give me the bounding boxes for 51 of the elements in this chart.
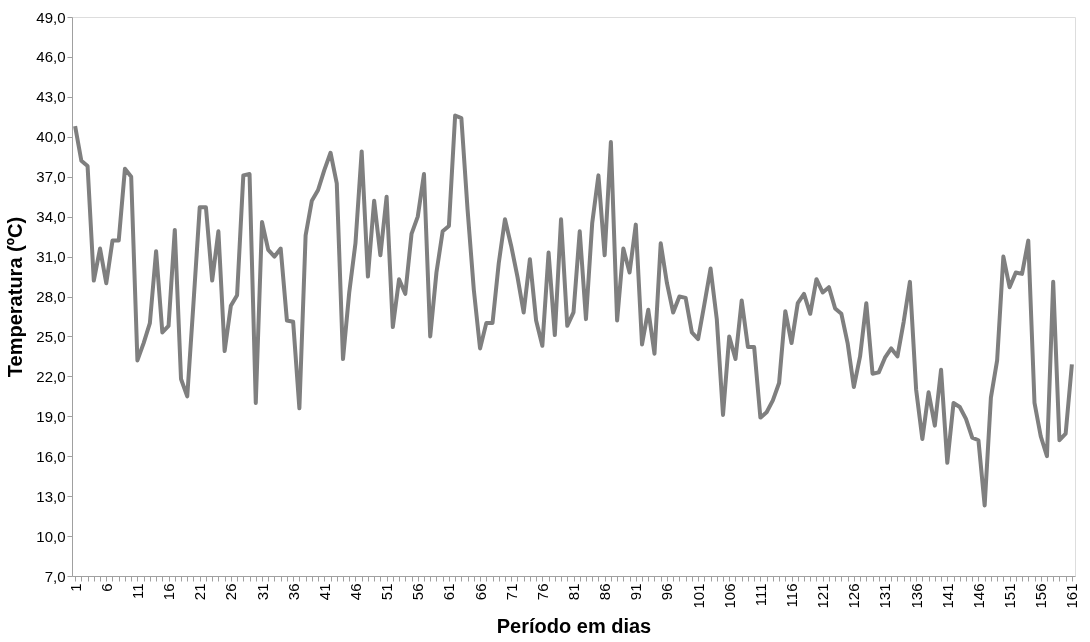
- y-tick-label: 37,0: [36, 168, 66, 186]
- x-tick-label: 76: [533, 583, 551, 601]
- x-tick-label: 161: [1063, 583, 1081, 609]
- y-tick-label: 28,0: [36, 288, 66, 305]
- y-tick-label: 25,0: [36, 327, 66, 345]
- x-tick-label: 1: [66, 583, 84, 592]
- x-tick-label: 121: [814, 583, 832, 609]
- y-tick-label: 40,0: [36, 128, 66, 146]
- x-tick-label: 151: [1001, 583, 1019, 609]
- x-tick-label: 51: [378, 583, 396, 601]
- x-tick-label: 71: [502, 583, 520, 601]
- x-tick-label: 131: [876, 583, 894, 609]
- x-tick-label: 36: [284, 583, 302, 601]
- x-tick-label: 106: [720, 583, 738, 609]
- x-tick-label: 11: [128, 583, 146, 600]
- x-tick-label: 116: [783, 583, 801, 608]
- x-tick-label: 31: [253, 583, 271, 601]
- y-tick-label: 19,0: [36, 407, 66, 425]
- y-tick-label: 49,0: [36, 8, 66, 26]
- x-tick-label: 61: [440, 583, 458, 601]
- x-tick-label: 101: [689, 583, 707, 609]
- x-tick-label: 96: [658, 583, 676, 601]
- x-tick-label: 26: [222, 583, 240, 601]
- x-tick-label: 41: [315, 583, 333, 601]
- x-tick-label: 81: [565, 583, 582, 601]
- x-tick-label: 16: [160, 583, 178, 601]
- y-tick-label: 46,0: [36, 48, 66, 66]
- y-tick-label: 31,0: [36, 248, 66, 266]
- x-tick-label: 6: [97, 583, 115, 592]
- y-tick-label: 22,0: [36, 367, 66, 385]
- y-tick-label: 13,0: [36, 487, 66, 505]
- y-tick-label: 16,0: [36, 447, 66, 465]
- x-tick-label: 66: [471, 583, 489, 601]
- x-axis-title: Período em dias: [496, 614, 652, 637]
- x-tick-label: 86: [596, 583, 614, 601]
- x-tick-label: 126: [845, 583, 863, 609]
- x-tick-label: 21: [191, 583, 209, 601]
- line-series: [73, 113, 1074, 508]
- x-tick-label: 111: [751, 583, 769, 607]
- x-tick-label: 46: [346, 583, 364, 601]
- x-tick-label: 91: [627, 583, 645, 601]
- y-axis-title: Temperatura (ºC): [4, 216, 27, 378]
- y-tick-label: 7,0: [44, 567, 66, 585]
- x-tick-label: 56: [409, 583, 427, 601]
- x-tick-label: 146: [969, 583, 987, 609]
- x-tick-label: 136: [907, 583, 925, 609]
- y-tick-label: 10,0: [36, 527, 66, 545]
- y-tick-label: 43,0: [36, 88, 66, 106]
- x-tick-label: 156: [1032, 583, 1050, 609]
- y-tick-label: 34,0: [36, 208, 66, 226]
- x-tick-label: 141: [938, 583, 956, 609]
